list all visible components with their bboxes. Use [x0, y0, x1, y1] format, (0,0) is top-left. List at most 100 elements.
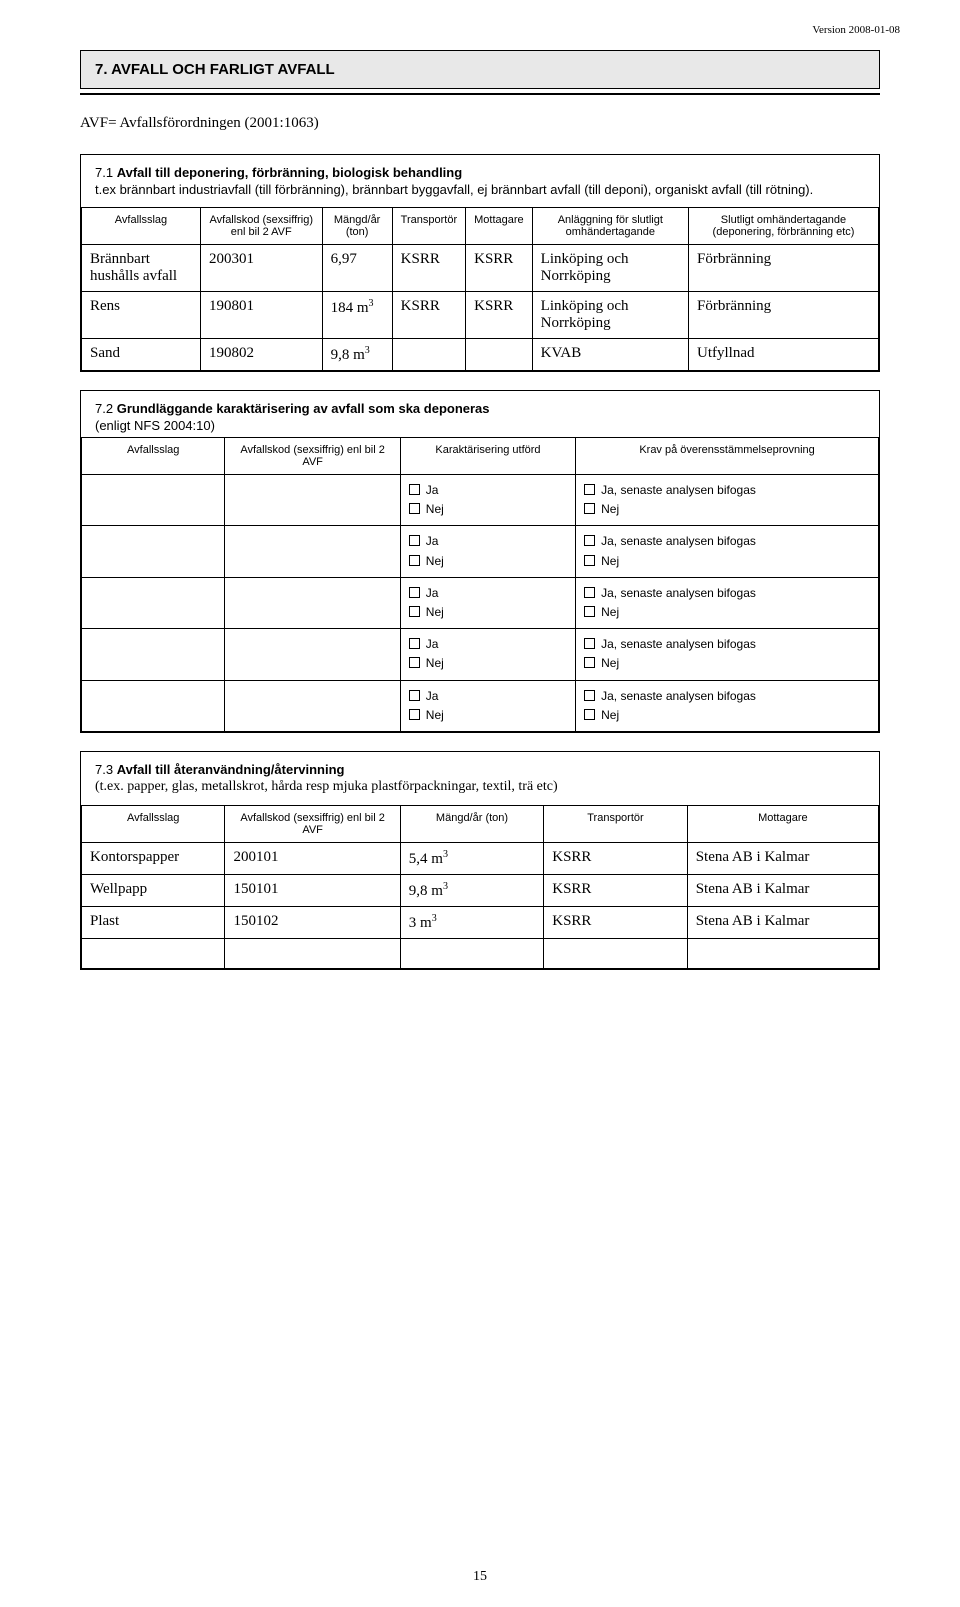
- col-header: Slutligt omhändertagande (deponering, fö…: [688, 208, 878, 245]
- table-row: JaNejJa, senaste analysen bifogasNej: [82, 680, 879, 731]
- checkbox[interactable]: [584, 555, 595, 566]
- checkbox[interactable]: [584, 638, 595, 649]
- table-row: JaNejJa, senaste analysen bifogasNej: [82, 577, 879, 628]
- table-cell: Kontors­papper: [82, 842, 225, 874]
- table-cell: KSRR: [392, 245, 465, 292]
- checkbox[interactable]: [409, 690, 420, 701]
- section-7-2-title: Grundläggande karaktärisering av avfall …: [117, 401, 490, 416]
- section-7-2-heading: 7.2 Grundläggande karaktärisering av avf…: [81, 391, 879, 418]
- checkbox[interactable]: [409, 484, 420, 495]
- table-row: [82, 938, 879, 968]
- table-cell: 9,8 m3: [400, 874, 543, 906]
- table-cell: Sand: [82, 339, 201, 371]
- checkbox[interactable]: [584, 587, 595, 598]
- table-cell: [82, 526, 225, 577]
- checkbox[interactable]: [584, 657, 595, 668]
- main-heading: 7. AVFALL OCH FARLIGT AVFALL: [80, 50, 880, 89]
- col-header: Krav på överensstämmelseprovning: [576, 438, 879, 475]
- table-cell: Ja, senaste analysen bifogasNej: [576, 577, 879, 628]
- page-number: 15: [0, 1569, 960, 1585]
- col-header: Avfallsslag: [82, 208, 201, 245]
- section-7-1-num: 7.1: [95, 165, 113, 180]
- table-row: Avfallsslag Avfallskod (sexsiffrig) enl …: [82, 208, 879, 245]
- table-cell: 190801: [200, 292, 322, 339]
- table-cell: [82, 680, 225, 731]
- checkbox[interactable]: [409, 587, 420, 598]
- col-header: Avfallsslag: [82, 805, 225, 842]
- table-row: Avfallsslag Avfallskod (sexsiffrig) enl …: [82, 805, 879, 842]
- col-header: Avfallskod (sexsiffrig) enl bil 2 AVF: [200, 208, 322, 245]
- table-cell: Stena AB i Kalmar: [687, 874, 878, 906]
- table-cell: Brännbart hushålls avfall: [82, 245, 201, 292]
- checkbox[interactable]: [409, 503, 420, 514]
- section-7-3-heading: 7.3 Avfall till återanvändning/återvinni…: [81, 752, 879, 779]
- table-cell: JaNej: [400, 577, 575, 628]
- section-7-2-box: 7.2 Grundläggande karaktärisering av avf…: [80, 390, 880, 733]
- table-cell: Plast: [82, 906, 225, 938]
- table-row: Wellpapp1501019,8 m3KSRRStena AB i Kalma…: [82, 874, 879, 906]
- table-row: Rens190801184 m3KSRRKSRRLinköping och No…: [82, 292, 879, 339]
- col-header: Avfallskod (sexsiffrig) enl bil 2 AVF: [225, 805, 400, 842]
- col-header: Anläggning för slutligt omhändertagande: [532, 208, 688, 245]
- table-cell: 9,8 m3: [322, 339, 392, 371]
- table-cell: [82, 577, 225, 628]
- table-cell: KSRR: [544, 874, 687, 906]
- table-cell: [392, 339, 465, 371]
- table-cell: JaNej: [400, 475, 575, 526]
- checkbox[interactable]: [409, 555, 420, 566]
- table-cell: 200301: [200, 245, 322, 292]
- checkbox[interactable]: [409, 709, 420, 720]
- table-row: JaNejJa, senaste analysen bifogasNej: [82, 629, 879, 680]
- table-cell: Ja, senaste analysen bifogasNej: [576, 526, 879, 577]
- table-cell: [82, 475, 225, 526]
- table-cell: JaNej: [400, 629, 575, 680]
- table-cell: JaNej: [400, 680, 575, 731]
- table-7-2: Avfallsslag Avfallskod (sexsiffrig) enl …: [81, 437, 879, 732]
- checkbox[interactable]: [584, 484, 595, 495]
- table-cell: Ja, senaste analysen bifogasNej: [576, 475, 879, 526]
- table-cell: Förbränning: [688, 292, 878, 339]
- table-cell: [225, 475, 400, 526]
- section-7-1-heading: 7.1 Avfall till deponering, förbränning,…: [81, 155, 879, 182]
- table-7-1: Avfallsslag Avfallskod (sexsiffrig) enl …: [81, 207, 879, 371]
- checkbox[interactable]: [584, 535, 595, 546]
- table-cell: 150102: [225, 906, 400, 938]
- table-cell: 150101: [225, 874, 400, 906]
- col-header: Avfallskod (sexsiffrig) enl bil 2 AVF: [225, 438, 400, 475]
- col-header: Mängd/år (ton): [322, 208, 392, 245]
- table-cell: KSRR: [466, 292, 533, 339]
- abbreviation-text: AVF= Avfallsförordningen (2001:1063): [80, 115, 880, 132]
- checkbox[interactable]: [409, 535, 420, 546]
- table-cell: KSRR: [544, 842, 687, 874]
- section-7-1-title: Avfall till deponering, förbränning, bio…: [117, 165, 462, 180]
- table-cell: 190802: [200, 339, 322, 371]
- checkbox[interactable]: [584, 606, 595, 617]
- table-cell: [225, 577, 400, 628]
- table-cell: [544, 938, 687, 968]
- table-cell: Linköping och Norrköping: [532, 292, 688, 339]
- col-header: Transportör: [544, 805, 687, 842]
- checkbox[interactable]: [584, 690, 595, 701]
- table-cell: Stena AB i Kalmar: [687, 906, 878, 938]
- table-cell: Utfyllnad: [688, 339, 878, 371]
- checkbox[interactable]: [409, 657, 420, 668]
- checkbox[interactable]: [584, 709, 595, 720]
- col-header: Mängd/år (ton): [400, 805, 543, 842]
- table-cell: [225, 629, 400, 680]
- table-cell: Ja, senaste analysen bifogasNej: [576, 629, 879, 680]
- section-7-1-desc: t.ex brännbart industriavfall (till förb…: [81, 182, 879, 207]
- checkbox[interactable]: [409, 638, 420, 649]
- table-cell: KVAB: [532, 339, 688, 371]
- checkbox[interactable]: [584, 503, 595, 514]
- table-row: Sand1908029,8 m3 KVABUtfyllnad: [82, 339, 879, 371]
- table-cell: [82, 938, 225, 968]
- table-cell: KSRR: [544, 906, 687, 938]
- table-cell: [400, 938, 543, 968]
- table-row: Brännbart hushålls avfall2003016,97KSRRK…: [82, 245, 879, 292]
- table-cell: KSRR: [392, 292, 465, 339]
- checkbox[interactable]: [409, 606, 420, 617]
- table-cell: [225, 526, 400, 577]
- table-cell: [82, 629, 225, 680]
- table-cell: Linköping och Norrköping: [532, 245, 688, 292]
- section-7-2-num: 7.2: [95, 401, 113, 416]
